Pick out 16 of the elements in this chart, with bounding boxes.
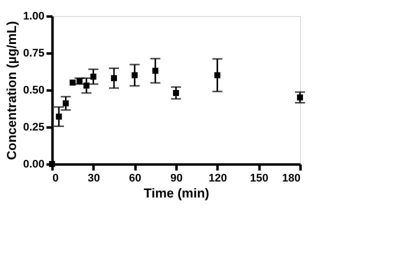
- point: [49, 161, 55, 167]
- point: [70, 80, 76, 86]
- x-tick-label: 0: [52, 172, 59, 184]
- y-tick-label: 0.75: [23, 48, 44, 60]
- x-tick-label: 90: [170, 172, 183, 184]
- y-tick-label: 0.50: [23, 84, 44, 96]
- x-tick-label: 60: [129, 172, 142, 184]
- x-tick-label: 120: [208, 172, 228, 184]
- x-tick-label: 150: [250, 172, 268, 184]
- y-tick-label: 1.00: [23, 10, 44, 22]
- x-axis-title: Time (min): [144, 186, 210, 200]
- x-tick-label: 180: [282, 172, 300, 184]
- y-axis-title: Concentration (µg/mL): [4, 21, 20, 160]
- x-tick-label: 30: [88, 172, 100, 184]
- y-tick-label: 0.25: [23, 122, 44, 134]
- y-tick-label: 0.00: [23, 158, 44, 170]
